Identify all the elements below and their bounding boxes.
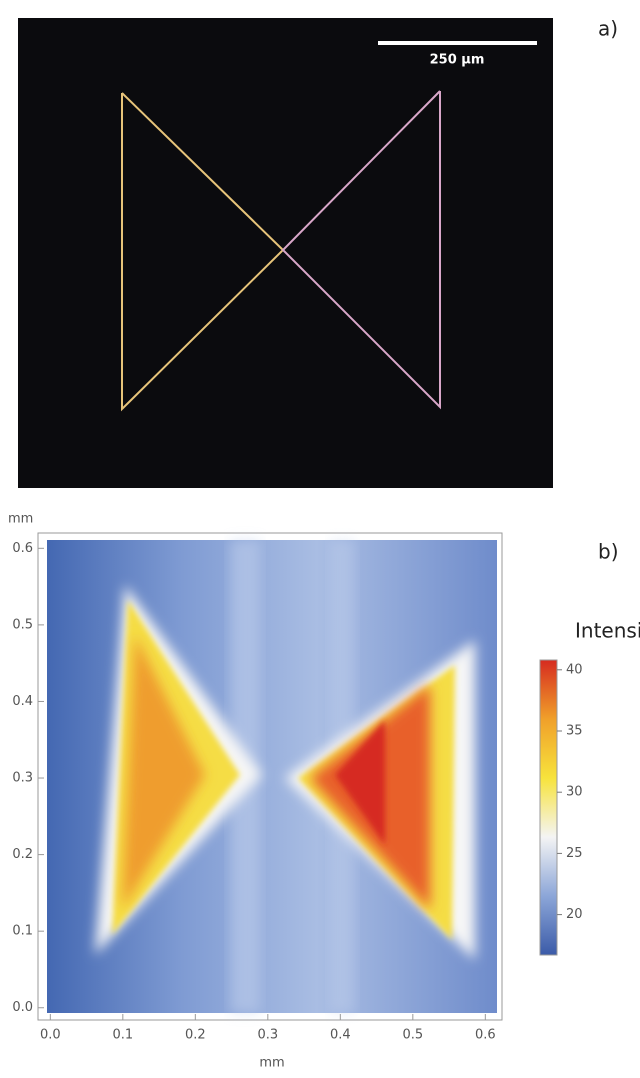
colorbar-tick-label: 20: [566, 907, 583, 922]
x-tick-label: 0.4: [330, 1028, 351, 1043]
panel-label: a): [598, 17, 618, 41]
x-tick-label: 0.5: [402, 1028, 423, 1043]
panel-label: b): [598, 540, 619, 564]
colorbar-tick-label: 35: [566, 723, 583, 738]
y-tick-label: 0.2: [12, 847, 33, 862]
colorbar-tick-label: 40: [566, 662, 583, 677]
y-axis-label: mm: [8, 512, 33, 527]
y-tick-label: 0.0: [12, 1000, 33, 1015]
colorbar: [539, 659, 558, 956]
x-tick-label: 0.2: [185, 1028, 206, 1043]
y-tick-label: 0.4: [12, 694, 33, 709]
scale-bar-label: 250 µm: [430, 53, 485, 68]
y-tick-label: 0.6: [12, 541, 33, 556]
colorbar-title: Intensité: [575, 619, 640, 643]
micrograph: [18, 18, 553, 488]
x-tick-label: 0.1: [112, 1028, 133, 1043]
colorbar-tick-label: 30: [566, 785, 583, 800]
x-tick-label: 0.6: [475, 1028, 496, 1043]
y-tick-label: 0.5: [12, 617, 33, 632]
x-tick-label: 0.0: [40, 1028, 61, 1043]
x-axis-label: mm: [259, 1056, 284, 1071]
y-tick-label: 0.1: [12, 924, 33, 939]
colorbar-tick-label: 25: [566, 846, 583, 861]
heatmap: [47, 540, 497, 1013]
y-tick-label: 0.3: [12, 771, 33, 786]
x-tick-label: 0.3: [257, 1028, 278, 1043]
